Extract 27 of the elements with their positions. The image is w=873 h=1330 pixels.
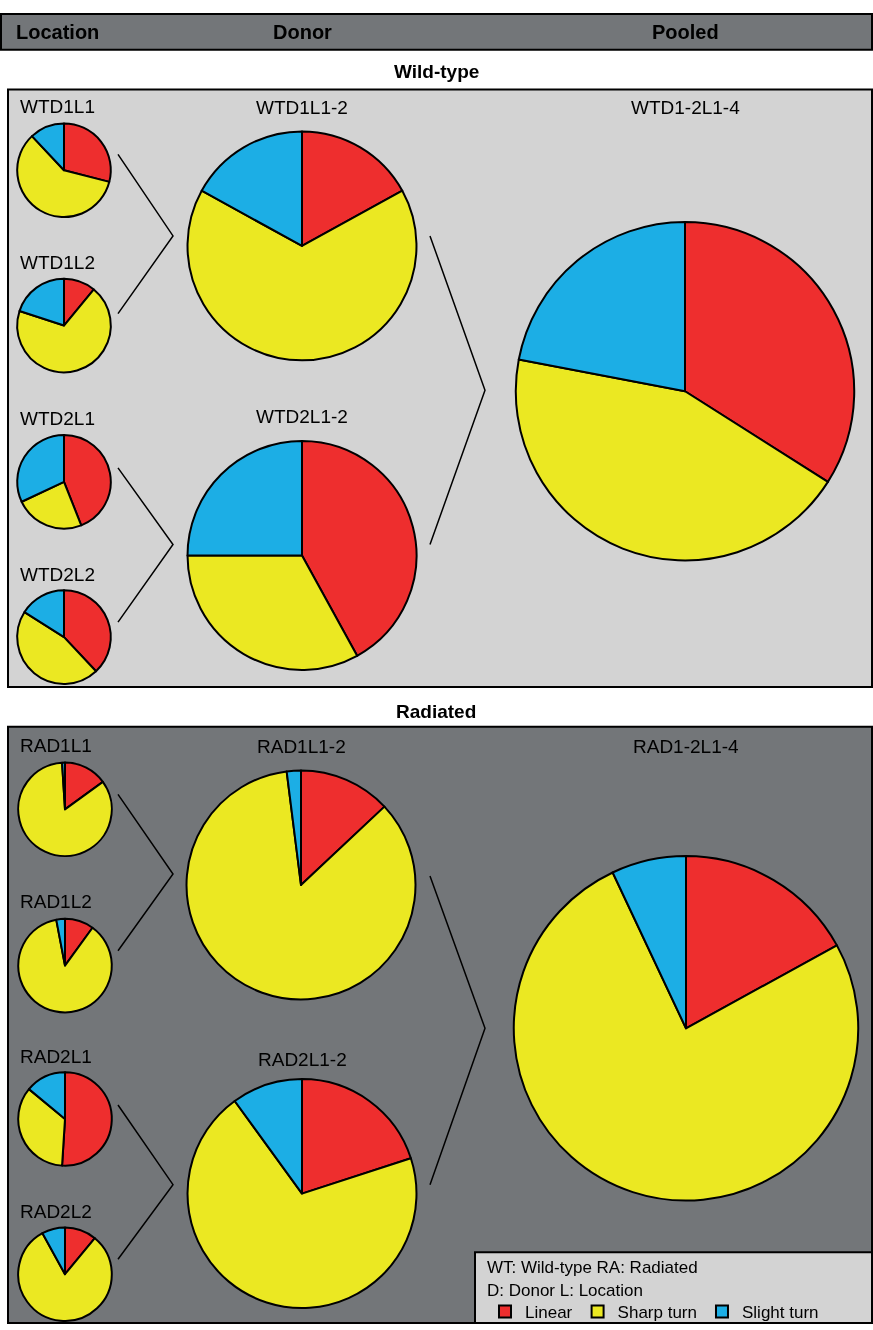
chart-title: RAD1L1-2 — [257, 736, 346, 757]
text: Wild-type — [394, 61, 480, 82]
chart-title: WTD2L1-2 — [256, 406, 348, 427]
chart-title: WTD1-2L1-4 — [631, 97, 741, 118]
chart-title: WTD1L1 — [20, 96, 95, 117]
chart-title: RAD2L1-2 — [258, 1049, 347, 1070]
legend-label: Linear — [525, 1303, 573, 1323]
chart-title: WTD1L1-2 — [256, 97, 348, 118]
text: WT: Wild-type RA: Radiated — [487, 1258, 698, 1277]
chart-title: RAD1L1 — [20, 735, 92, 756]
text: Pooled — [652, 21, 719, 43]
chart-title: WTD2L1 — [20, 408, 95, 429]
legend-label: Slight turn — [741, 1303, 819, 1323]
chart-title: RAD2L2 — [20, 1201, 92, 1222]
chart-title: RAD2L1 — [20, 1046, 92, 1067]
text: Location — [16, 21, 100, 43]
chart-title: WTD2L2 — [20, 564, 95, 585]
text: D: Donor L: Location — [487, 1281, 643, 1300]
pie-slice — [185, 770, 417, 1001]
pie-slice — [17, 761, 113, 858]
chart-title: WTD1L2 — [20, 252, 95, 273]
chart-title: RAD1L2 — [20, 891, 92, 912]
legend-label: Sharp turn — [617, 1303, 697, 1323]
chart-title: RAD1-2L1-4 — [633, 736, 740, 757]
pie-slice — [17, 918, 113, 1014]
text: Donor — [273, 21, 333, 43]
text: Radiated — [396, 701, 477, 722]
